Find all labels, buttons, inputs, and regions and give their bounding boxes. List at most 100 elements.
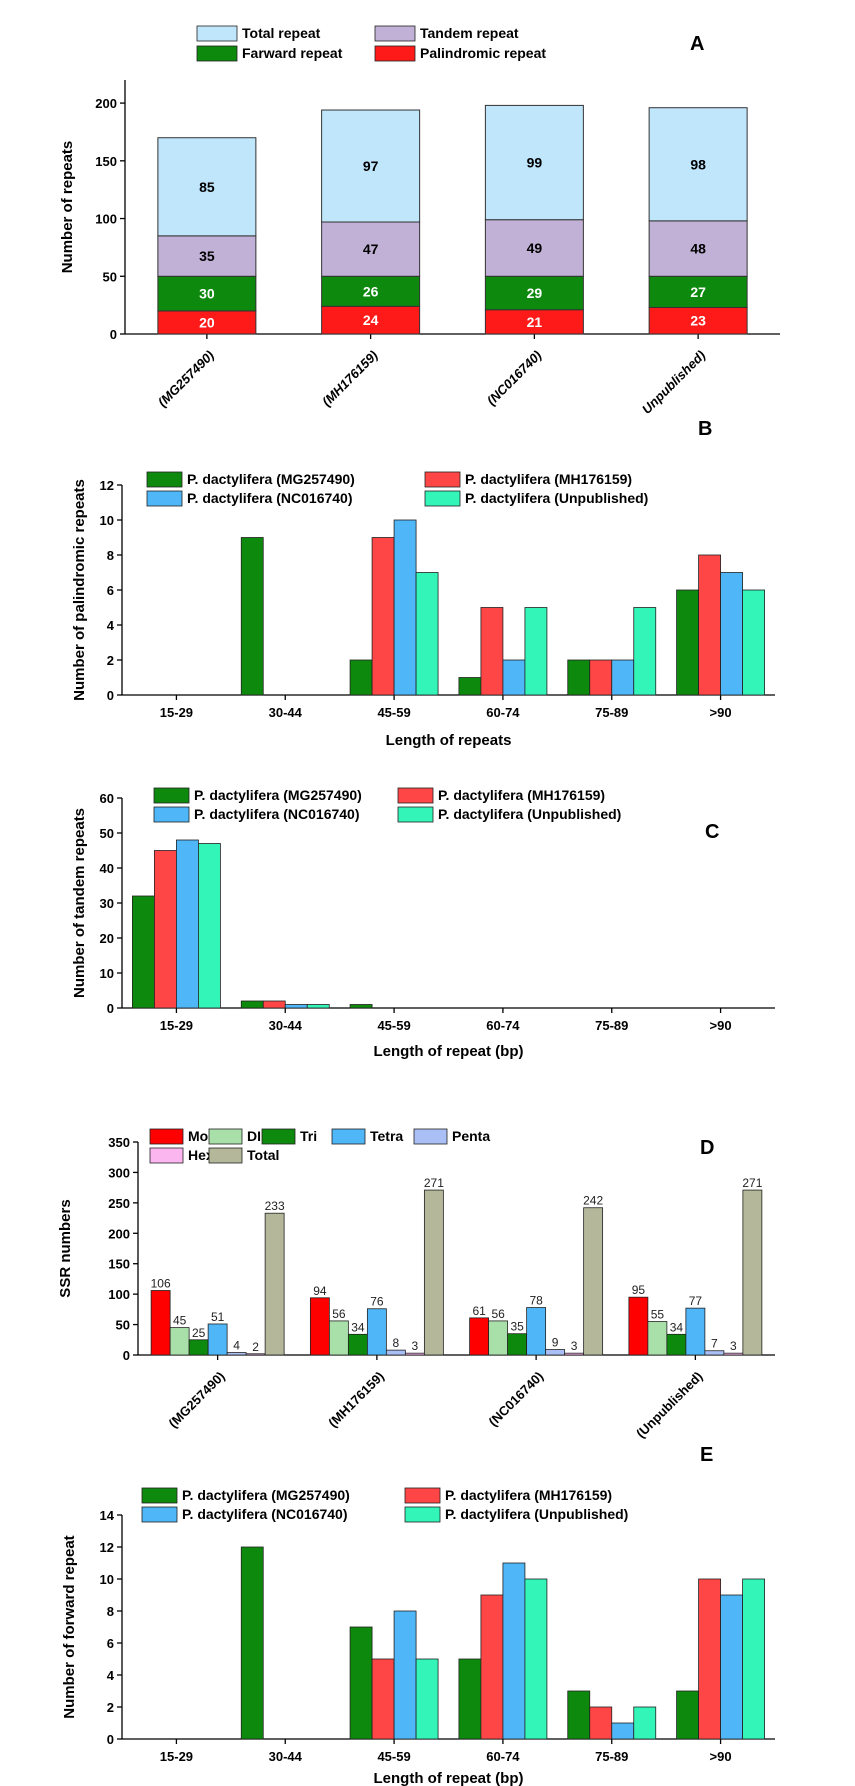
data-label: 55 [651,1308,665,1322]
legend-swatch-forward_repeat [196,45,238,62]
data-label: 76 [370,1295,384,1309]
data-label: 3 [412,1339,419,1353]
y-tick-label: 200 [95,96,117,111]
y-tick-label: 0 [107,688,114,703]
bar-mh176159 [154,850,177,1009]
y-tick-label: 100 [95,212,117,227]
data-label: 56 [332,1307,346,1321]
x-tick-label: (NC016740) [484,348,545,409]
y-tick-label: 8 [107,548,114,563]
bar-mh176159 [262,1000,286,1009]
data-label: 78 [529,1294,543,1308]
panel-c: 0 10 20 30 40 50 60 15-29 30-44 45-59 60-74 75-89 >9… [71,791,775,1060]
legend-label: P. dactylifera (Unpublished) [465,490,648,506]
y-tick-label: 50 [100,826,114,841]
x-tick-label: 75-89 [595,705,628,720]
y-tick-label: 2 [107,653,114,668]
bar-unpublished [198,843,221,1009]
bar-unpublished [633,607,657,696]
legend-swatch-total_repeat [196,25,238,42]
legend-swatch-unpublished [397,806,434,823]
bar-nc016740 [611,659,635,696]
bar-mg257490 [349,1004,373,1009]
data-label: 35 [510,1320,524,1334]
legend-label: P. dactylifera (NC016740) [182,1506,348,1522]
y-tick-label: 150 [95,154,117,169]
bar-hexa [564,1352,585,1356]
legend-label: Total [247,1147,279,1163]
data-label: 8 [393,1336,400,1350]
legend-label: P. dactylifera (MH176159) [445,1487,612,1503]
stack-total_repeat [648,107,748,222]
bar-tetra [207,1323,228,1356]
y-axis-label: SSR numbers [57,1199,74,1297]
stack-palindromic_repeat [321,305,421,335]
bar-mg257490 [240,1000,264,1009]
legend-label: P. dactylifera (MG257490) [194,787,362,803]
x-tick-label: 75-89 [595,1749,628,1764]
y-tick-label: 14 [100,1508,115,1523]
bar-mg257490 [676,1690,699,1740]
panel-b: 0 2 4 6 8 10 12 15-29 30-44 45-59 60-74 75-89 >90 Len… [71,418,775,749]
bar-total [264,1212,285,1356]
stack-forward_repeat [157,275,257,312]
bar-nc016740 [393,1610,417,1740]
y-tick-label: 12 [100,478,114,493]
bar-tri [507,1333,528,1356]
legend-swatch-mg257490 [141,1487,178,1504]
bar-nc016740 [502,659,526,696]
bar-mg257490 [349,1626,373,1740]
y-tick-label: 40 [100,861,114,876]
legend-swatch-mg257490 [146,471,183,488]
stack-forward_repeat [484,275,584,311]
y-tick-label: 10 [100,966,114,981]
x-tick-label: 15-29 [160,1749,193,1764]
legend-label: Total repeat [242,25,321,41]
legend-swatch-mono [149,1128,184,1145]
bar-di [328,1320,349,1356]
x-tick-label: (MG257490) [155,348,217,410]
data-label: 3 [730,1339,737,1353]
legend-label: Palindromic repeat [420,45,546,61]
y-tick-label: 0 [107,1001,114,1016]
bar-mh176159 [371,537,395,696]
stack-tandem_repeat [321,221,421,277]
data-label: 7 [711,1337,718,1351]
y-tick-label: 0 [110,327,117,342]
legend-a: Total repeat Tandem repeat Farward repeat P… [196,25,546,62]
y-tick-label: 300 [108,1165,130,1180]
bar-unpublished [742,589,765,696]
bar-mg257490 [458,677,482,696]
legend-swatch-palindromic_repeat [374,45,416,62]
data-label: 25 [192,1326,206,1340]
bar-mh176159 [589,659,613,696]
y-tick-label: 20 [100,931,114,946]
x-tick-label: 60-74 [486,1018,520,1033]
y-tick-label: 4 [107,618,115,633]
panel-e: 0 2 4 6 8 10 12 14 15-29 30-44 45-59 60-74 75-89 >90 L… [61,1444,775,1786]
bar-tri [347,1333,368,1356]
x-tick-label: 30-44 [269,1018,303,1033]
segment-label: 24 [363,312,379,328]
legend-label: Tetra [370,1128,403,1144]
bar-penta [545,1349,566,1356]
y-axis-label: Number of palindromic repeats [71,479,88,701]
segment-label: 49 [527,240,543,256]
data-label: 95 [632,1283,646,1297]
legend-swatch-mh176159 [404,1487,441,1504]
legend-b: P. dactylifera (MG257490) P. dactylifera … [146,471,648,507]
bar-total [423,1189,444,1356]
legend-label: Penta [452,1128,490,1144]
stack-forward_repeat [321,275,421,307]
data-label: 45 [173,1314,187,1328]
bar-mono [628,1296,649,1356]
data-label: 271 [424,1176,444,1190]
segment-label: 20 [199,314,215,330]
legend-swatch-mg257490 [153,787,190,804]
legend-swatch-nc016740 [153,806,190,823]
bar-tetra [366,1308,387,1356]
segment-label: 97 [363,158,379,174]
segment-label: 23 [690,313,706,329]
legend-label: Farward repeat [242,45,343,61]
